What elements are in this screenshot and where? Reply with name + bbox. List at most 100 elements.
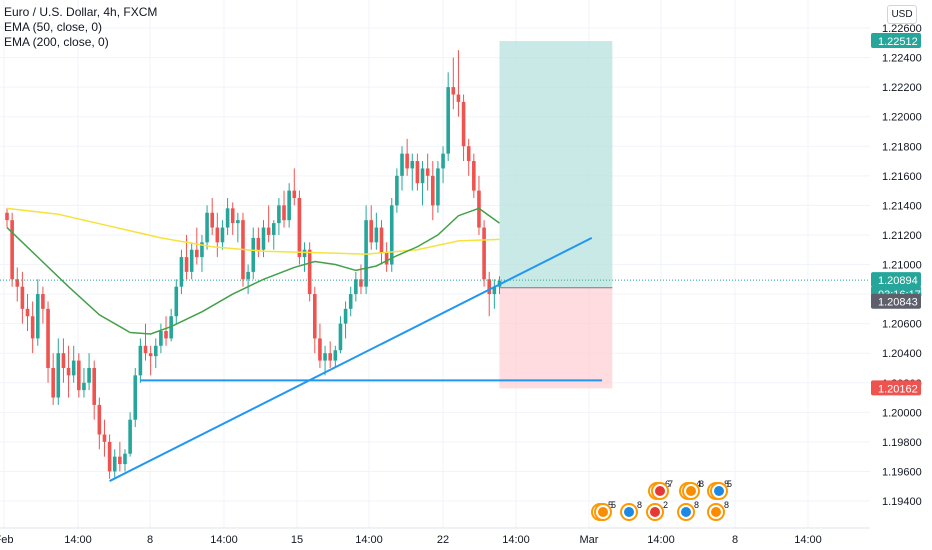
candle-body	[5, 212, 9, 221]
candle-body	[179, 257, 184, 287]
candle-body	[97, 404, 102, 435]
event-badge-count: 2	[663, 500, 668, 510]
time-tick-label: 14:00	[64, 534, 92, 546]
price-tag-label: 1.20894	[878, 275, 918, 287]
candle-body	[107, 441, 112, 472]
candle-body	[297, 197, 302, 258]
candle-body	[338, 323, 343, 351]
time-tick-label: 15	[291, 534, 303, 546]
price-axis-bg	[870, 0, 932, 528]
candle-body	[184, 257, 189, 272]
event-badges: 5 8 2 8 86 4 857 8 5	[591, 479, 732, 521]
candle-body	[451, 87, 456, 95]
time-tick-label: Feb	[0, 534, 13, 546]
price-tick-label: 1.21000	[882, 260, 922, 272]
candle-body	[82, 382, 86, 391]
candle-body	[15, 279, 20, 287]
flag-icon	[714, 486, 724, 496]
event-badge-count: 5	[727, 479, 732, 489]
price-tick-label: 1.22600	[882, 23, 922, 35]
price-tick-label: 1.22200	[882, 82, 922, 94]
ema-lines	[6, 207, 500, 335]
candle-body	[246, 271, 250, 280]
candle-body	[313, 294, 317, 339]
price-tick-label: 1.20000	[882, 407, 922, 419]
ema200-legend[interactable]: EMA (200, close, 0)	[4, 35, 109, 49]
candle-body	[225, 208, 230, 228]
candle-body	[420, 168, 425, 184]
candle-body	[369, 220, 374, 243]
time-tick-label: 8	[732, 534, 738, 546]
candle-body	[148, 353, 153, 357]
candle-body	[395, 175, 399, 206]
candle-body	[487, 279, 492, 295]
candle-body	[189, 249, 194, 272]
candle-body	[143, 345, 148, 354]
candle-body	[261, 227, 266, 250]
candle-body	[436, 168, 440, 206]
candle-body	[379, 227, 384, 253]
candle-body	[71, 360, 76, 376]
candle-body	[112, 456, 117, 472]
candle-body	[220, 227, 225, 243]
event-badge[interactable]: 7	[651, 479, 673, 500]
time-tick-label: 14:00	[502, 534, 530, 546]
candle-body	[466, 146, 471, 162]
event-badge-count: 6	[665, 479, 670, 489]
candle-body	[118, 456, 122, 465]
loss-zone	[499, 287, 613, 389]
candle-body	[195, 249, 199, 258]
symbol-title[interactable]: Euro / U.S. Dollar, 4h, FXCM	[4, 5, 158, 19]
candle-body	[251, 237, 256, 272]
candle-body	[282, 205, 286, 221]
time-axis: Feb 14:00 8 14:00 15 14:00 22 14:00 Mar 14:00 8 14:…	[0, 534, 822, 546]
flag-icon	[711, 507, 721, 517]
candle-body	[35, 294, 40, 339]
ema50-line	[6, 207, 500, 335]
candle-body	[307, 249, 312, 295]
event-badge[interactable]: 8	[677, 500, 699, 521]
price-tick-label: 1.22000	[882, 112, 922, 124]
price-tag	[871, 33, 921, 49]
trend-drawings	[109, 237, 603, 482]
price-tag-label: 1.20162	[878, 383, 918, 395]
price-tag-label: 1.20843	[878, 297, 918, 309]
event-badge-count: 8	[724, 500, 729, 510]
event-badge[interactable]: 5	[710, 479, 732, 500]
price-tag	[871, 380, 921, 396]
ema50-legend[interactable]: EMA (50, close, 0)	[4, 20, 103, 34]
time-tick-label: 14:00	[794, 534, 822, 546]
flag-icon	[650, 507, 660, 517]
event-badge[interactable]: 8	[620, 500, 642, 521]
currency-button[interactable]: USD	[887, 5, 917, 24]
price-tick-label: 1.20400	[882, 348, 922, 360]
candle-body	[128, 419, 132, 454]
candle-body	[425, 168, 430, 176]
candle-body	[123, 453, 127, 465]
candle-body	[430, 175, 435, 206]
event-badge-count: 5	[611, 500, 616, 510]
price-tick-label: 1.19600	[882, 466, 922, 478]
candle-body	[266, 227, 271, 235]
candle-body	[46, 308, 50, 368]
candle-body	[41, 294, 45, 309]
candle-body	[441, 153, 445, 169]
candle-body	[77, 360, 81, 391]
event-badge[interactable]: 2	[646, 500, 668, 521]
event-badge-count: 7	[668, 479, 673, 489]
event-badge[interactable]: 5	[594, 500, 616, 521]
price-tick-label: 1.20600	[882, 319, 922, 331]
event-badge[interactable]: 8	[682, 479, 704, 500]
flag-icon	[598, 507, 608, 517]
event-badge[interactable]: 8	[707, 500, 729, 521]
candle-body	[348, 294, 353, 309]
price-tag	[871, 293, 921, 309]
time-tick-label: 14:00	[210, 534, 238, 546]
candle-body	[200, 242, 204, 258]
candle-body	[174, 286, 179, 317]
candle-body	[415, 161, 420, 184]
candle-body	[102, 434, 107, 442]
candle-body	[30, 316, 35, 339]
